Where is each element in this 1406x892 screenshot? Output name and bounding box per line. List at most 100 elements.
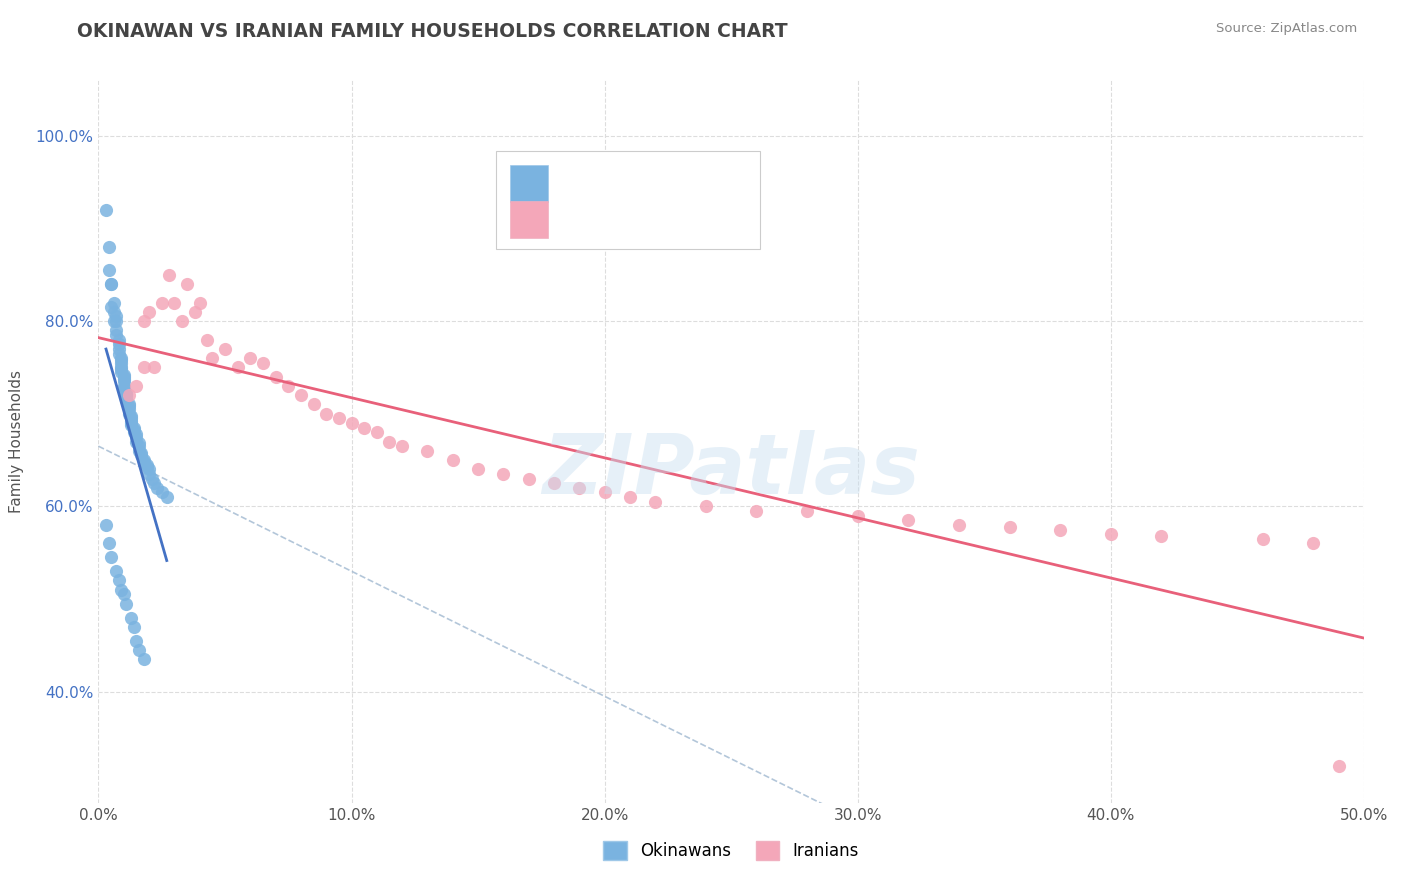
Point (100, 277, 122, 291)
Point (103, 295, 125, 310)
Point (115, 390, 138, 404)
Point (201, 351, 224, 366)
Point (97, 240, 120, 254)
Point (252, 356, 274, 370)
Point (143, 360, 166, 375)
Point (897, 513, 920, 527)
Point (105, 314, 128, 328)
Point (150, 295, 173, 310)
Point (128, 436, 150, 450)
Point (796, 504, 818, 518)
Point (115, 392, 138, 407)
Point (619, 490, 641, 504)
Point (110, 356, 132, 370)
Point (107, 574, 129, 588)
Point (441, 453, 464, 467)
Point (105, 310, 128, 324)
Point (188, 295, 211, 310)
Point (128, 643, 150, 657)
Point (131, 445, 153, 459)
Text: 53: 53 (686, 212, 704, 227)
Point (120, 416, 142, 430)
Point (214, 342, 236, 356)
Point (128, 439, 150, 453)
Text: 0.026: 0.026 (591, 212, 645, 227)
Point (122, 420, 145, 434)
Text: R =: R = (558, 177, 595, 191)
Point (112, 381, 135, 395)
Point (948, 517, 970, 532)
Point (135, 460, 157, 475)
Point (115, 388, 138, 402)
Point (112, 379, 135, 393)
Point (107, 337, 129, 351)
Point (112, 369, 135, 384)
Point (543, 476, 565, 491)
Point (125, 430, 148, 444)
Point (122, 424, 145, 438)
Point (110, 351, 132, 366)
Point (302, 397, 325, 411)
Point (183, 305, 205, 319)
Point (593, 485, 616, 500)
Point (120, 411, 142, 425)
Point (132, 360, 155, 375)
Point (97, 263, 120, 277)
Point (138, 462, 160, 476)
Point (118, 402, 141, 417)
Text: 78: 78 (686, 177, 704, 191)
Y-axis label: Family Households: Family Households (10, 370, 24, 513)
Point (150, 485, 173, 500)
Point (125, 427, 148, 442)
Point (125, 434, 148, 449)
Point (122, 425, 145, 440)
Text: N =: N = (651, 177, 688, 191)
Point (97, 536, 120, 550)
Point (100, 277, 122, 291)
Point (118, 388, 141, 402)
Point (94, 517, 117, 532)
Point (467, 462, 489, 476)
Point (176, 277, 198, 291)
Point (128, 443, 150, 458)
Point (105, 323, 128, 337)
Point (315, 407, 337, 421)
Point (517, 472, 540, 486)
Point (112, 375, 135, 389)
Point (112, 371, 135, 385)
Point (132, 453, 155, 467)
Point (340, 416, 363, 430)
Point (145, 481, 167, 495)
Point (118, 397, 141, 411)
Point (122, 620, 145, 634)
Point (107, 346, 129, 360)
Point (492, 467, 515, 481)
Point (998, 520, 1021, 534)
Point (239, 351, 262, 366)
Point (277, 379, 299, 393)
Point (163, 295, 186, 310)
Text: N =: N = (651, 212, 688, 227)
Point (110, 582, 132, 597)
Point (644, 494, 666, 508)
Point (353, 420, 375, 434)
Point (100, 550, 122, 565)
Point (378, 434, 401, 449)
Point (118, 407, 141, 421)
Point (416, 443, 439, 458)
Legend: Okinawans, Iranians: Okinawans, Iranians (596, 834, 866, 867)
Point (112, 384, 135, 398)
Point (132, 455, 155, 469)
Point (105, 328, 128, 343)
Point (132, 652, 155, 666)
Point (112, 587, 135, 601)
Point (195, 333, 218, 347)
Point (391, 439, 413, 453)
Text: ZIPatlas: ZIPatlas (543, 430, 920, 511)
Point (120, 610, 142, 624)
Text: R =: R = (558, 212, 595, 227)
Point (156, 490, 179, 504)
Point (120, 409, 142, 423)
Point (125, 633, 148, 648)
Point (1099, 527, 1122, 541)
